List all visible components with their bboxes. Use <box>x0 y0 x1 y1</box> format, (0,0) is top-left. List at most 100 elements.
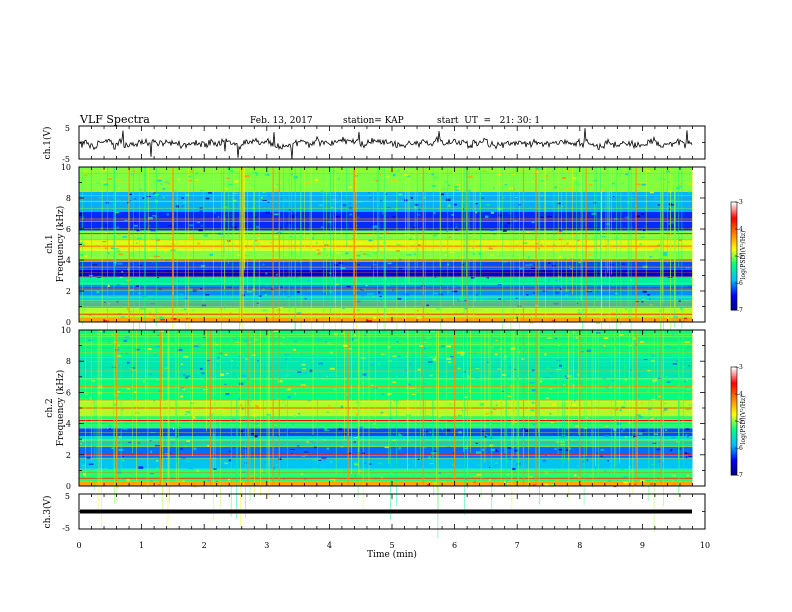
spectrogram-texture <box>548 319 551 321</box>
spectrogram-texture <box>432 289 437 291</box>
spectrogram-texture <box>407 383 411 386</box>
spectrogram-texture <box>274 424 277 426</box>
spectrogram-texture <box>569 447 571 450</box>
colorbar-segment <box>731 205 737 208</box>
spectrogram-texture <box>290 269 292 271</box>
spectrogram-texture <box>136 242 138 244</box>
spectrogram-texture <box>269 248 274 250</box>
spectrogram-texture <box>454 415 457 417</box>
ch1-waveform-line <box>79 128 693 160</box>
spectrogram-texture <box>118 187 120 190</box>
colorbar-segment <box>731 446 737 449</box>
spectrogram-texture <box>277 306 283 309</box>
colorbar-segment <box>731 376 737 379</box>
spectrogram-texture <box>414 171 417 174</box>
ch1-ytick-bottom: -5 <box>62 155 70 164</box>
spectrogram-texture <box>528 378 531 381</box>
spectrogram-texture <box>667 234 672 236</box>
spectrogram-texture <box>82 169 84 172</box>
spectrogram-texture <box>85 393 89 395</box>
spectrogram-texture <box>455 226 458 228</box>
spectrogram-texture <box>671 474 676 477</box>
ch2-ylabel-frequency: Frequency (kHz) <box>55 370 66 447</box>
spectrogram-texture <box>429 431 431 434</box>
colorbar-segment <box>731 304 737 307</box>
spectrogram-texture <box>608 181 613 184</box>
spectrogram-texture <box>200 365 203 368</box>
spectrogram-texture <box>549 388 553 390</box>
spectrogram-texture <box>639 373 641 375</box>
colorbar-segment <box>731 292 737 295</box>
spectrogram-texture <box>678 299 681 302</box>
spectrogram-texture <box>181 205 184 208</box>
spectrogram-texture <box>613 193 616 195</box>
spectrogram-texture <box>219 352 223 355</box>
spectrogram-texture <box>641 183 647 186</box>
colorbar-segment <box>731 308 737 311</box>
spectrogram-texture <box>360 289 364 291</box>
spectrogram-texture <box>224 394 229 396</box>
spectrogram-texture <box>666 381 671 383</box>
spectrogram-texture <box>326 375 328 377</box>
spectrogram-texture <box>343 443 347 445</box>
spectrogram-texture <box>356 254 361 257</box>
spectrogram-texture <box>532 182 535 184</box>
spectrogram-texture <box>558 448 563 451</box>
spectrogram-texture <box>548 262 551 264</box>
spectrogram-texture <box>535 242 540 245</box>
spectrogram-texture <box>549 412 552 415</box>
spectrogram-texture <box>254 240 258 242</box>
colorbar-segment <box>731 203 737 207</box>
spectrogram-texture <box>566 169 570 171</box>
colorbar-segment <box>731 379 737 382</box>
spectrogram-texture <box>367 293 372 295</box>
spectrogram-texture <box>662 252 667 254</box>
ch2-colorbar: log(PSD)(V²/Hz) -3 -4 -5 -6 -7 <box>730 364 747 479</box>
spectrogram-texture <box>152 405 155 407</box>
spectrogram-texture <box>433 292 438 294</box>
spectrogram-texture <box>415 171 418 173</box>
spectrogram-texture <box>355 225 358 227</box>
spectrogram-texture <box>217 216 220 219</box>
spectrogram-texture <box>324 341 329 344</box>
spectrogram-texture <box>243 462 249 464</box>
spectrogram-texture <box>684 333 687 335</box>
spectrogram-texture <box>403 199 409 202</box>
spectrogram-texture <box>315 242 318 244</box>
spectrogram-texture <box>625 173 629 176</box>
spectrogram-texture <box>262 192 266 193</box>
spectrogram-texture <box>580 351 584 353</box>
spectrogram-texture <box>683 317 688 320</box>
spectrogram-texture <box>96 291 100 294</box>
colorbar-tick-label: -7 <box>737 472 743 479</box>
spectrogram-texture <box>438 228 441 231</box>
spectrogram-texture <box>370 363 375 366</box>
spectrogram-texture <box>607 480 612 482</box>
spectrogram-texture <box>350 230 354 232</box>
ch3-waveform-ticks <box>78 493 706 530</box>
spectrogram-texture <box>648 169 651 170</box>
spectrogram-texture <box>475 368 480 370</box>
spectrogram-texture <box>318 460 322 461</box>
ch1-waveform-panel: 5 -5 ch.1(V) <box>42 124 706 164</box>
spectrogram-texture <box>83 174 88 177</box>
spectrogram-texture <box>188 288 193 291</box>
ch2-spectrogram-ticks <box>78 329 706 487</box>
spectrogram-texture <box>497 284 502 286</box>
spectrogram-texture <box>512 420 518 423</box>
spectrogram-texture <box>427 484 431 487</box>
spectrogram-texture <box>184 308 187 310</box>
spectrogram-texture <box>562 433 568 436</box>
spectrogram-texture <box>432 358 436 361</box>
spectrogram-texture <box>411 393 416 395</box>
spectrogram-texture <box>520 479 523 480</box>
spectrogram-texture <box>622 428 625 431</box>
spectrogram-texture <box>458 431 462 434</box>
spectrogram-texture <box>648 315 651 317</box>
colorbar-segment <box>731 232 737 235</box>
spectrogram-texture <box>395 208 398 211</box>
colorbar-segment <box>731 435 737 438</box>
frequency-tick-label: 6 <box>66 225 71 234</box>
spectrogram-texture <box>429 370 432 372</box>
